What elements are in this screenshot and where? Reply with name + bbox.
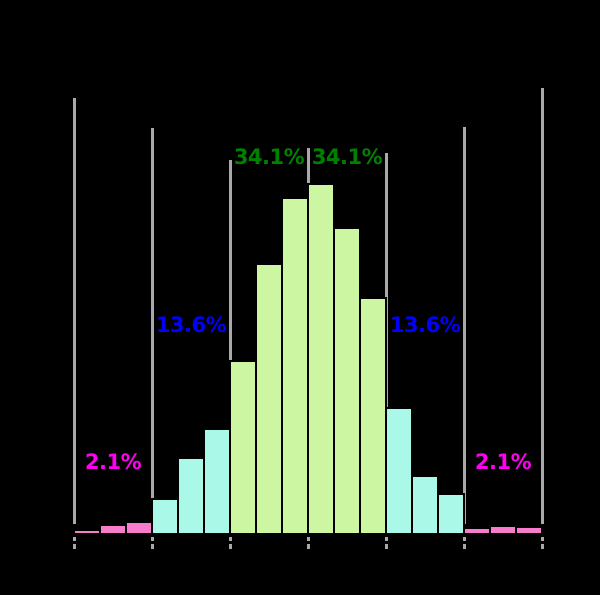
axis-tick-dash <box>307 537 310 541</box>
histogram-bar <box>281 197 309 533</box>
percent-label-13-left: 13.6% <box>155 313 227 337</box>
histogram-bar <box>229 360 257 533</box>
axis-tick-dash <box>541 544 544 549</box>
axis-tick-dash <box>463 544 466 549</box>
histogram-bar <box>515 526 543 533</box>
histogram-bar <box>463 527 491 533</box>
sigma-gridline <box>541 88 544 524</box>
histogram-bar <box>333 227 361 533</box>
percent-label-2-right: 2.1% <box>474 450 532 474</box>
axis-tick-dash <box>463 537 466 541</box>
histogram-bar <box>359 297 387 533</box>
percent-label-34-right: 34.1% <box>311 145 383 169</box>
histogram-bar <box>411 475 439 533</box>
sigma-gridline <box>151 128 154 524</box>
histogram-bar <box>255 263 283 533</box>
axis-tick-dash <box>151 537 154 541</box>
sigma-gridline <box>463 127 466 524</box>
histogram-bar <box>437 493 465 533</box>
histogram-bar <box>385 407 413 533</box>
histogram-bar <box>99 524 127 533</box>
axis-tick-dash <box>229 544 232 549</box>
histogram-bar <box>177 457 205 533</box>
axis-tick-dash <box>73 537 76 541</box>
histogram-bar <box>151 498 179 533</box>
histogram-bar <box>203 428 231 533</box>
axis-tick-dash <box>151 544 154 549</box>
percent-label-34-left: 34.1% <box>233 145 305 169</box>
histogram-bar <box>307 183 335 533</box>
axis-tick-dash <box>385 544 388 549</box>
percent-label-2-left: 2.1% <box>84 450 142 474</box>
axis-tick-dash <box>385 537 388 541</box>
percent-label-13-right: 13.6% <box>389 313 461 337</box>
axis-tick-dash <box>73 544 76 549</box>
histogram-bar <box>489 525 517 533</box>
sigma-gridline <box>73 98 76 524</box>
axis-tick-dash <box>229 537 232 541</box>
histogram-bar <box>73 529 101 533</box>
histogram-bar <box>125 521 153 533</box>
axis-tick-dash <box>307 544 310 549</box>
axis-tick-dash <box>541 537 544 541</box>
sigma-gridline <box>229 160 232 524</box>
